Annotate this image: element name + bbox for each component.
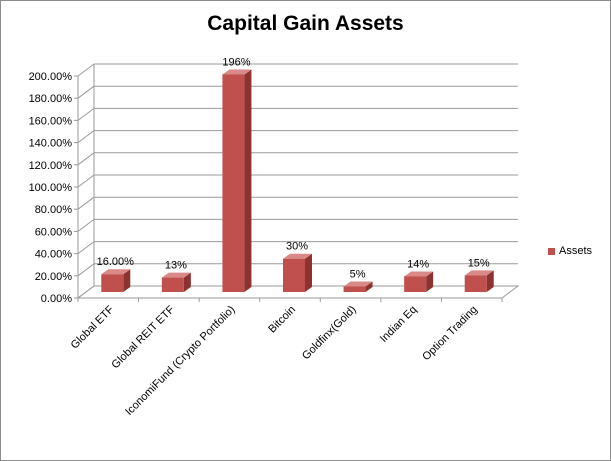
x-tick-label: Indian Eq xyxy=(378,304,419,345)
gridline-depth xyxy=(77,218,95,232)
bar xyxy=(101,274,124,292)
bar-top xyxy=(404,271,434,277)
data-label: 196% xyxy=(222,56,250,68)
y-tick-label: 60.00% xyxy=(35,226,73,238)
bar-side xyxy=(426,271,434,292)
bar-top xyxy=(464,270,494,276)
gridline-depth xyxy=(77,263,95,277)
data-label: 5% xyxy=(350,268,366,280)
y-tick-label: 180.00% xyxy=(29,93,73,105)
bar-top xyxy=(101,269,131,275)
legend-swatch xyxy=(548,247,555,255)
x-tick-label: Option Trading xyxy=(420,304,480,364)
bar-top xyxy=(343,281,373,287)
gridline-depth xyxy=(77,130,95,144)
x-tick-label: Global ETF xyxy=(69,303,117,351)
gridline-depth xyxy=(77,63,95,77)
data-label: 13% xyxy=(165,260,187,272)
bar xyxy=(222,74,245,292)
bar xyxy=(343,286,366,292)
gridline-depth xyxy=(77,108,95,121)
y-tick-label: 0.00% xyxy=(41,293,72,305)
bar-top xyxy=(161,272,191,278)
gridline-depth xyxy=(77,241,95,255)
bar-top xyxy=(222,69,252,75)
data-label: 30% xyxy=(286,241,308,253)
legend: Assets xyxy=(548,245,592,257)
gridline-depth xyxy=(77,196,95,210)
y-tick-label: 20.00% xyxy=(35,271,73,283)
gridline-depth xyxy=(77,152,95,166)
bar xyxy=(404,276,427,292)
y-tick-label: 100.00% xyxy=(29,182,73,194)
y-tick-label: 160.00% xyxy=(29,115,73,127)
data-label: 16.00% xyxy=(97,256,135,268)
y-tick-label: 200.00% xyxy=(29,71,73,83)
gridline-depth xyxy=(77,85,95,99)
floor xyxy=(76,285,520,299)
gridline-depth xyxy=(77,174,95,188)
bar xyxy=(464,275,487,292)
y-tick-label: 140.00% xyxy=(29,138,73,150)
legend-label: Assets xyxy=(559,245,593,257)
bar-side xyxy=(305,253,312,292)
bar-side xyxy=(123,269,131,292)
x-tick-label: IconomiFund (Crypto Portfolio) xyxy=(123,304,237,418)
bar-top xyxy=(283,253,312,259)
y-tick-label: 120.00% xyxy=(29,160,73,172)
chart-title: Capital Gain Assets xyxy=(207,12,404,35)
data-label: 15% xyxy=(468,257,490,269)
x-tick-label: Global REIT ETF xyxy=(109,303,177,371)
bar-side xyxy=(365,281,373,292)
x-tick-label: Bitcoin xyxy=(266,304,298,336)
data-label: 14% xyxy=(407,258,429,270)
bar-side xyxy=(244,69,252,292)
bar-side xyxy=(183,272,191,292)
bar xyxy=(161,277,184,292)
x-tick-label: Goldfinx(Gold) xyxy=(300,304,359,363)
bar-side xyxy=(486,270,494,292)
y-tick-label: 80.00% xyxy=(35,204,73,216)
bar xyxy=(283,258,305,292)
y-tick-label: 40.00% xyxy=(35,249,73,261)
